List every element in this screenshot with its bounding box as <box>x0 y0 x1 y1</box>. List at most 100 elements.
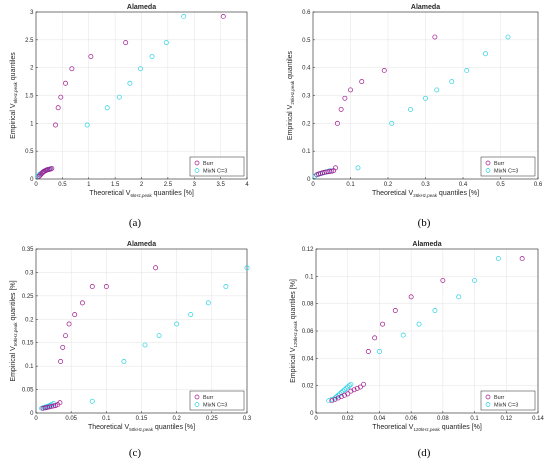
data-point-burr <box>335 395 341 401</box>
legend-marker <box>485 160 491 166</box>
data-point-burr <box>72 312 78 318</box>
data-point-mixn-c-3 <box>495 256 501 262</box>
data-point-mixn-c-3 <box>400 332 406 338</box>
y-tick-label: 0.05 <box>22 388 34 394</box>
y-tick-label: 0.15 <box>22 341 34 347</box>
data-point-mixn-c-3 <box>346 383 352 389</box>
x-tick-label: 0.05 <box>65 416 77 422</box>
legend-label: Burr <box>494 395 505 401</box>
data-point-mixn-c-3 <box>408 106 413 112</box>
data-point-burr <box>79 300 85 306</box>
y-tick-label: 3 <box>30 10 34 16</box>
data-point-burr <box>381 67 387 73</box>
x-axis-label-sub: 6kHz,peak <box>130 193 152 198</box>
data-point-burr <box>103 284 109 289</box>
data-point-mixn-c-3 <box>163 40 169 46</box>
y-tick-label: 0.06 <box>302 329 314 335</box>
data-point-mixn-c-3 <box>348 381 354 387</box>
y-tick-label: 0.2 <box>302 121 311 127</box>
data-point-mixn-c-3 <box>326 398 332 404</box>
data-point-burr <box>348 388 354 394</box>
data-point-mixn-c-3 <box>89 398 95 404</box>
data-point-mixn-c-3 <box>449 79 455 85</box>
x-tick-label: 0.1 <box>470 416 479 422</box>
x-axis-label-tail: quantiles [%] <box>440 424 482 431</box>
data-point-mixn-c-3 <box>416 321 422 327</box>
y-tick-label: 2 <box>30 66 34 72</box>
y-tick-label: 0.5 <box>302 38 311 44</box>
data-point-mixn-c-3 <box>343 385 349 391</box>
data-point-burr <box>519 256 525 262</box>
y-axis-label-tail: quantiles <box>10 52 17 82</box>
y-tick-label: 0.5 <box>25 149 34 155</box>
x-axis-label-main: Theoretical V <box>372 190 414 197</box>
data-point-mixn-c-3 <box>104 105 110 111</box>
data-point-burr <box>365 349 371 354</box>
x-tick-label: 0.04 <box>374 416 386 422</box>
data-point-mixn-c-3 <box>156 333 162 339</box>
x-tick-label: 0.5 <box>496 182 505 188</box>
legend-marker <box>194 160 200 166</box>
y-tick-label: 0.35 <box>22 247 34 253</box>
x-axis-label: Theoretical V6kHz,peak quantiles [%] <box>89 190 194 198</box>
data-point-mixn-c-3 <box>423 95 428 101</box>
data-point-mixn-c-3 <box>472 277 478 283</box>
y-axis-label-tail: quantiles [%] <box>290 279 297 321</box>
data-point-burr <box>348 87 353 93</box>
y-axis-label: Empirical V50kHz,peak quantiles [%] <box>10 280 18 381</box>
data-point-mixn-c-3 <box>505 34 511 40</box>
data-point-burr <box>89 284 95 289</box>
data-point-mixn-c-3 <box>188 312 194 318</box>
data-point-burr <box>351 387 357 393</box>
chart-panel-4: 0 0.02 0.04 0.06 0.08 0.1 0.12 0.14 0 0.02 0.04 0.0… <box>290 241 544 459</box>
x-tick-label: 0 <box>311 182 315 188</box>
x-axis-label-tail: quantiles [%] <box>153 424 195 431</box>
panel-caption: (b) <box>418 217 431 229</box>
legend-box <box>480 390 536 411</box>
data-point-mixn-c-3 <box>329 396 335 402</box>
y-tick-label: 0.1 <box>302 149 311 155</box>
x-axis-label-sub: 120kHz,peak <box>413 427 440 432</box>
data-point-mixn-c-3 <box>84 122 90 128</box>
data-point-burr <box>342 392 347 398</box>
legend: Burr MixN C=3 <box>189 390 245 411</box>
data-point-burr <box>323 169 329 175</box>
y-tick-label: 0 <box>30 411 34 417</box>
x-axis-label-tail: quantiles [%] <box>152 190 194 197</box>
y-tick-label: 0 <box>310 411 314 417</box>
data-point-mixn-c-3 <box>174 321 180 327</box>
data-point-burr <box>354 385 360 391</box>
data-point-mixn-c-3 <box>389 120 395 126</box>
chart-panel-1: 0 0.5 1 1.5 2 2.5 3 3.5 4 0 0.5 1 1.5 2 2.5 3 Alameda The… <box>10 4 249 229</box>
legend-label: MixN C=3 <box>203 169 227 175</box>
data-point-burr <box>432 34 438 40</box>
legend-marker <box>194 168 200 173</box>
x-tick-label: 3.5 <box>216 182 225 188</box>
legend-marker <box>485 168 491 173</box>
x-axis-label-main: Theoretical V <box>88 424 130 431</box>
x-tick-label: 0.6 <box>534 182 543 188</box>
data-point-burr <box>51 403 57 409</box>
legend-marker <box>194 394 200 400</box>
legend-box <box>189 156 245 177</box>
y-axis-label-main: Empirical V <box>290 347 297 383</box>
legend-label: MixN C=3 <box>494 403 518 409</box>
x-tick-label: 0 <box>34 182 38 188</box>
data-point-burr <box>55 105 61 111</box>
y-axis-label: Empirical V6kHz,peak quantiles <box>10 52 18 139</box>
x-tick-label: 0 <box>34 416 38 422</box>
y-tick-label: 0.6 <box>302 10 311 16</box>
data-point-mixn-c-3 <box>244 265 250 271</box>
x-tick-label: 2.5 <box>164 182 173 188</box>
y-axis-label-tail: quantiles [%] <box>10 280 17 322</box>
x-tick-label: 0.2 <box>384 182 393 188</box>
data-point-mixn-c-3 <box>464 67 470 73</box>
data-point-mixn-c-3 <box>137 66 143 72</box>
y-tick-label: 0.12 <box>302 247 314 253</box>
x-tick-label: 3 <box>193 182 197 188</box>
x-axis-label-sub: 50kHz,peak <box>129 427 154 432</box>
y-tick-label: 0.04 <box>302 356 314 362</box>
chart-title: Alameda <box>411 4 440 11</box>
y-tick-label: 0.1 <box>305 274 314 280</box>
